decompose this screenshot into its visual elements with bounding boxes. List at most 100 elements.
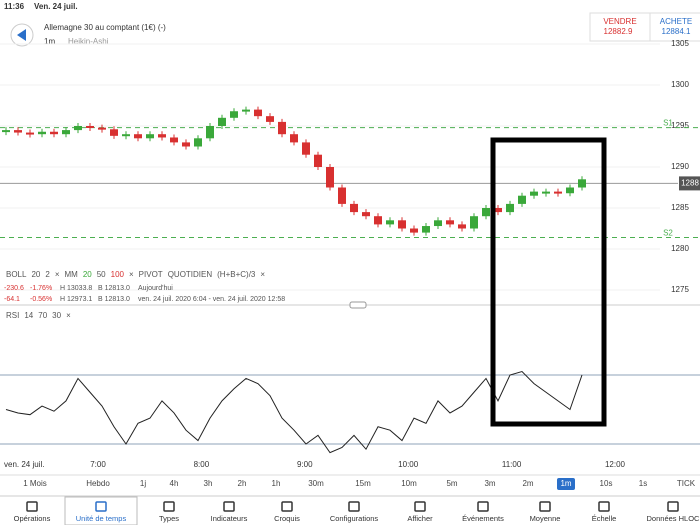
rsi-line bbox=[5, 370, 583, 454]
indicator-info: -230.6 bbox=[4, 285, 24, 292]
candle bbox=[554, 191, 562, 194]
rsi-legend-item: 70 bbox=[38, 311, 47, 320]
timeframe-option[interactable]: 15m bbox=[355, 479, 371, 488]
candle bbox=[146, 134, 154, 139]
pivot-label: S2 bbox=[663, 229, 673, 238]
candle bbox=[578, 179, 586, 188]
indicator-info: -64.1 bbox=[4, 296, 20, 303]
candle bbox=[398, 220, 406, 229]
toolbar-icon bbox=[598, 501, 610, 512]
toolbar-button[interactable]: Croquis bbox=[274, 514, 300, 523]
candle bbox=[38, 131, 46, 135]
sell-price: 12882.9 bbox=[604, 27, 633, 36]
timeframe-option[interactable]: TICK bbox=[677, 479, 696, 488]
rsi-legend-item: RSI bbox=[6, 311, 19, 320]
candle bbox=[170, 137, 178, 143]
candle bbox=[422, 226, 430, 233]
indicator-legend-item: 20 bbox=[83, 270, 92, 279]
candle bbox=[410, 228, 418, 233]
indicator-legend-item: (H+B+C)/3 bbox=[217, 270, 256, 279]
timeframe-option[interactable]: 5m bbox=[446, 479, 457, 488]
timeframe-option[interactable]: 1 Mois bbox=[23, 479, 47, 488]
toolbar-button[interactable]: Opérations bbox=[14, 514, 51, 523]
chart-layer: 1305 1300 1295 1290 1285 1280 1275 S1 S2 1288 ven.… bbox=[0, 39, 700, 525]
candle bbox=[122, 134, 130, 137]
candle bbox=[326, 167, 334, 188]
toolbar-button[interactable]: Afficher bbox=[407, 514, 433, 523]
indicator-legend-item: × bbox=[129, 270, 134, 279]
indicator-legend-item: 100 bbox=[111, 270, 125, 279]
timeframe: 1m bbox=[44, 37, 55, 46]
indicator-legend-item: BOLL bbox=[6, 270, 27, 279]
timeframe-option[interactable]: Hebdo bbox=[86, 479, 110, 488]
candle bbox=[434, 220, 442, 227]
toolbar-selected bbox=[64, 496, 138, 525]
candle bbox=[362, 212, 370, 217]
buy-button[interactable] bbox=[649, 12, 700, 42]
indicator-info: H 13033.8 bbox=[60, 285, 92, 292]
y-tick-label: 1300 bbox=[671, 80, 689, 89]
y-tick-label: 1290 bbox=[671, 162, 689, 171]
candle bbox=[158, 134, 166, 138]
indicator-legend-item: 20 bbox=[31, 270, 40, 279]
candle bbox=[530, 191, 538, 196]
candle bbox=[314, 154, 322, 167]
candle bbox=[482, 208, 490, 217]
status-date: Ven. 24 juil. bbox=[34, 2, 78, 11]
indicator-legend-item: × bbox=[260, 270, 265, 279]
indicator-legend-item: × bbox=[55, 270, 60, 279]
candle bbox=[242, 109, 250, 112]
indicator-info: B 12813.0 bbox=[98, 296, 130, 303]
indicator-info: -0.56% bbox=[30, 296, 52, 303]
toolbar-icon bbox=[667, 501, 679, 512]
highlight-box bbox=[490, 137, 607, 427]
candle bbox=[494, 208, 502, 213]
candle bbox=[350, 203, 358, 213]
timeframe-option[interactable]: 3h bbox=[204, 479, 213, 488]
x-tick-label: 7:00 bbox=[90, 460, 106, 469]
timeframe-option[interactable]: 4h bbox=[170, 479, 179, 488]
x-tick-label: 11:00 bbox=[502, 460, 522, 469]
toolbar-icon bbox=[163, 501, 175, 512]
timeframe-option[interactable]: 30m bbox=[308, 479, 324, 488]
candle bbox=[74, 126, 82, 131]
timeframe-option[interactable]: 2h bbox=[238, 479, 247, 488]
indicator-legend-item: PIVOT bbox=[139, 270, 163, 279]
timeframe-option[interactable]: 1m bbox=[560, 479, 571, 488]
toolbar-button[interactable]: Données HLOC bbox=[647, 514, 700, 523]
candle bbox=[542, 191, 550, 194]
toolbar-icon bbox=[414, 501, 426, 512]
toolbar-button[interactable]: Unité de temps bbox=[76, 514, 127, 523]
timeframe-option[interactable]: 10m bbox=[401, 479, 417, 488]
indicator-info: H 12973.1 bbox=[60, 296, 92, 303]
toolbar-button[interactable]: Types bbox=[159, 514, 179, 523]
toolbar-button[interactable]: Moyenne bbox=[530, 514, 561, 523]
toolbar-button[interactable]: Événements bbox=[462, 514, 504, 523]
y-tick-label: 1280 bbox=[671, 244, 689, 253]
sell-button[interactable] bbox=[589, 12, 651, 42]
toolbar-button[interactable]: Indicateurs bbox=[211, 514, 248, 523]
toolbar-button[interactable]: Configurations bbox=[330, 514, 379, 523]
resize-handle[interactable] bbox=[349, 301, 367, 309]
sell-label: VENDRE bbox=[603, 17, 636, 26]
timeframe-option[interactable]: 3m bbox=[484, 479, 495, 488]
candle bbox=[266, 116, 274, 122]
toolbar-icon bbox=[223, 501, 235, 512]
candle bbox=[338, 187, 346, 204]
timeframe-option[interactable]: 1j bbox=[140, 479, 146, 488]
timeframe-selected bbox=[557, 478, 575, 490]
y-tick-label: 1305 bbox=[671, 39, 689, 48]
current-price-box bbox=[679, 176, 700, 191]
buy-price: 12884.1 bbox=[662, 27, 691, 36]
toolbar-button[interactable]: Échelle bbox=[592, 514, 617, 523]
timeframe-option[interactable]: 1h bbox=[272, 479, 281, 488]
candle bbox=[50, 131, 58, 135]
x-tick-label: 12:00 bbox=[605, 460, 626, 469]
indicator-legend-item: 50 bbox=[97, 270, 106, 279]
timeframe-option[interactable]: 1s bbox=[639, 479, 647, 488]
timeframe-option[interactable]: 10s bbox=[600, 479, 613, 488]
timeframe-option[interactable]: 2m bbox=[522, 479, 533, 488]
candle bbox=[134, 134, 142, 139]
candle bbox=[110, 129, 118, 136]
x-tick-label: 10:00 bbox=[398, 460, 419, 469]
